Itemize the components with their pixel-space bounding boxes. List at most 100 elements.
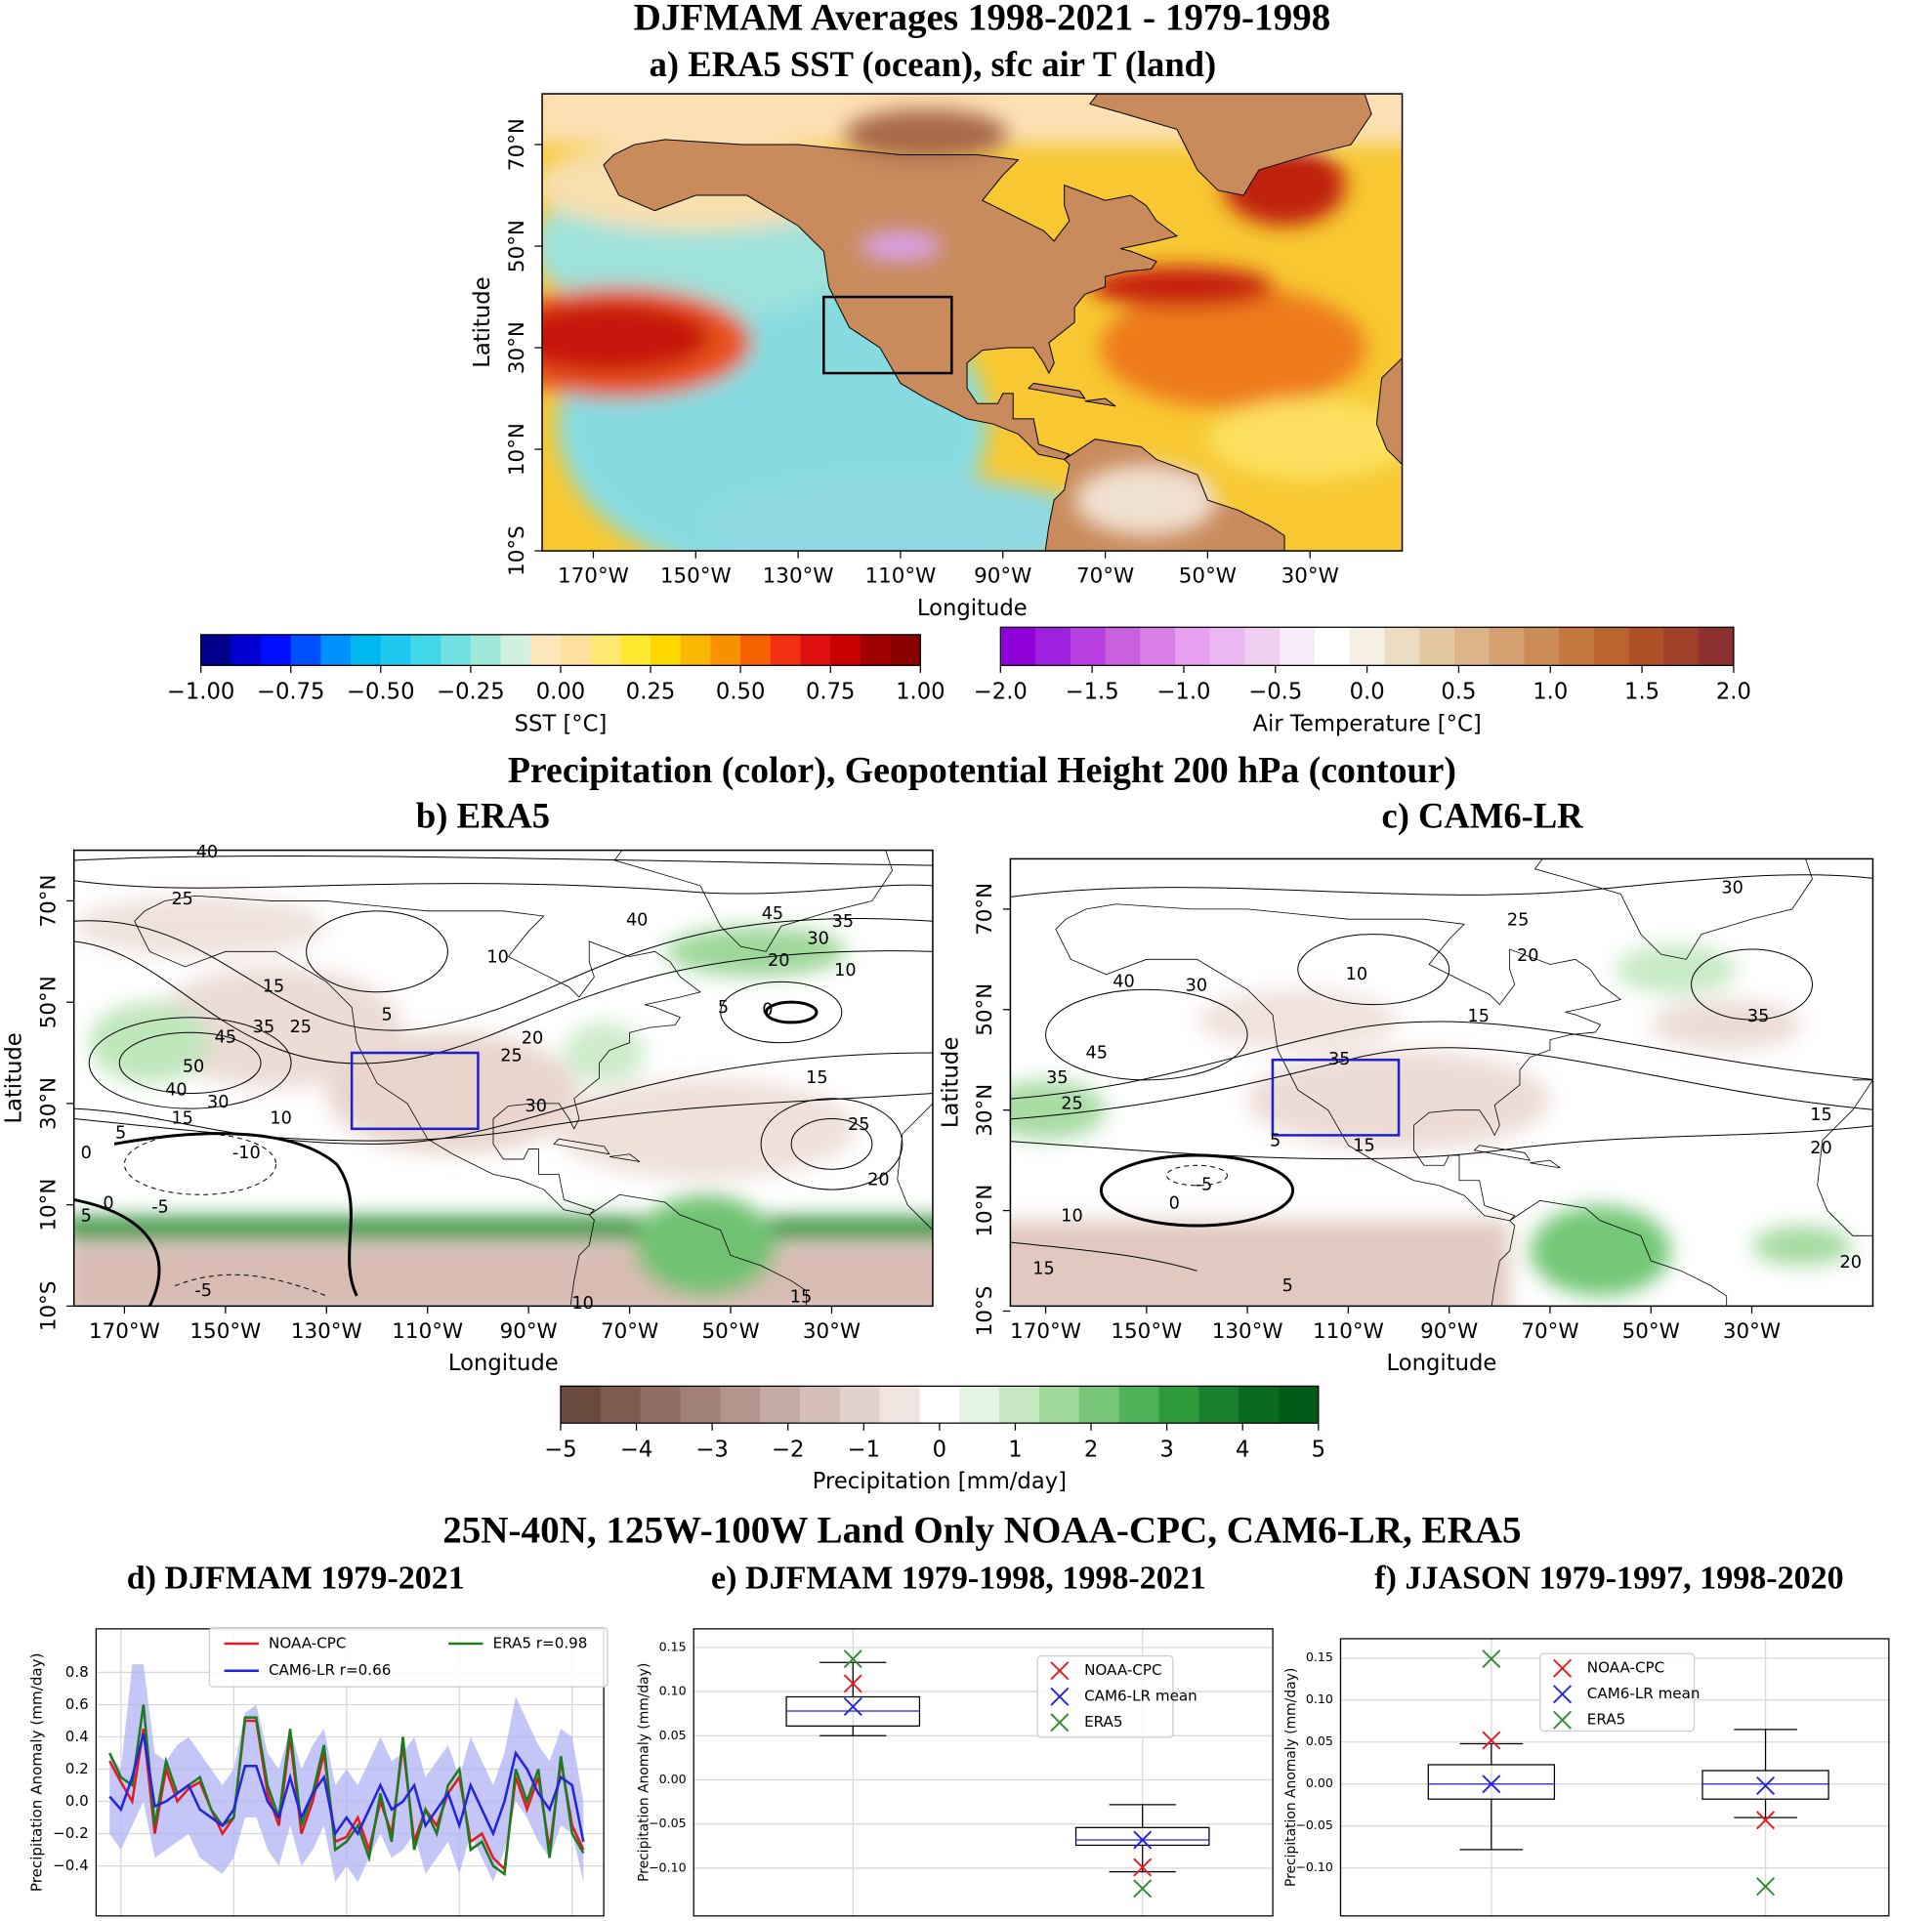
- contour-label: 5: [381, 1006, 392, 1025]
- marker: [1482, 1775, 1501, 1794]
- colorbar-segment: [1349, 627, 1386, 666]
- y-tick-label: 0.15: [659, 1639, 687, 1653]
- y-axis-label: Precipitation Anomaly (mm/day): [1283, 1668, 1299, 1887]
- colorbar-segment: [530, 634, 562, 666]
- colorbar-segment: [959, 1386, 1000, 1424]
- legend-label: CAM6-LR mean: [1587, 1685, 1701, 1702]
- colorbar-segment: [839, 1386, 881, 1424]
- contour-label: 10: [1061, 1206, 1082, 1226]
- contour-label: 5: [115, 1124, 126, 1144]
- x-tick-label: 170°W: [558, 564, 629, 589]
- legend-label: ERA5: [1084, 1713, 1122, 1731]
- colorbar-segment: [1280, 627, 1316, 666]
- colorbar-segment: [380, 634, 412, 666]
- y-tick-label: 50°N: [36, 976, 61, 1028]
- contour-label: 10: [486, 947, 508, 967]
- colorbar-tick-label: 3: [1159, 1437, 1173, 1462]
- colorbar-segment: [441, 634, 472, 666]
- x-tick-label: 130°W: [763, 564, 834, 589]
- colorbar-tick-label: −4: [620, 1437, 652, 1462]
- contour-label: 25: [171, 890, 192, 909]
- contour-label: 5: [1270, 1131, 1281, 1150]
- map-b-field: [73, 850, 933, 1307]
- y-tick-label: 10°N: [36, 1179, 61, 1232]
- colorbar-segment: [410, 634, 441, 666]
- legend-swatch: [1553, 1685, 1573, 1704]
- colorbar-segment: [740, 634, 772, 666]
- colorbar-tick-label: −5: [544, 1437, 576, 1462]
- colorbar-tick-label: 1.5: [1624, 680, 1659, 705]
- plot-frame: [693, 1628, 1274, 1917]
- x-axis-label: Longitude: [448, 1351, 559, 1376]
- legend-label: NOAA-CPC: [1587, 1659, 1664, 1677]
- colorbar-segment: [1593, 627, 1630, 666]
- colorbar-tick-label: 5: [1312, 1437, 1325, 1462]
- contour-label: 25: [290, 1018, 312, 1037]
- colorbar-segment: [1118, 1386, 1160, 1424]
- colorbar-tick-label: 0.25: [626, 680, 676, 705]
- contour-label: 20: [1840, 1253, 1862, 1273]
- x-tick-label: 30°W: [803, 1319, 861, 1344]
- map-c-geo: [1010, 858, 1873, 1307]
- contour-label: 20: [768, 951, 789, 971]
- contour-label: 10: [571, 1294, 593, 1314]
- contour-label: 15: [1032, 1260, 1054, 1279]
- y-tick-label: 0.0: [65, 1792, 89, 1810]
- colorbar-segment: [600, 1386, 642, 1424]
- panel-title: d) DJFMAM 1979-2021: [127, 1560, 465, 1596]
- colorbar-segment: [1175, 627, 1211, 666]
- colorbar-segment: [1314, 627, 1351, 666]
- colorbar-segment: [1198, 1386, 1239, 1424]
- colorbar-tick-label: −1.0: [1156, 680, 1210, 705]
- colorbar-segment: [1559, 627, 1595, 666]
- x-tick-label: 90°W: [974, 564, 1031, 589]
- legend-label: NOAA-CPC: [1084, 1661, 1161, 1679]
- contour-label: 45: [762, 904, 783, 924]
- contour-label: 40: [1113, 973, 1134, 992]
- contour-label: 35: [1328, 1050, 1350, 1069]
- colorbar-segment: [919, 1386, 960, 1424]
- colorbar-segment: [261, 634, 292, 666]
- marker: [1482, 1731, 1501, 1750]
- colorbar-tick-label: −0.50: [347, 680, 415, 705]
- contour-label: 50: [183, 1058, 204, 1077]
- box: [1074, 1826, 1210, 1847]
- x-tick-label: 170°W: [89, 1319, 160, 1344]
- section-title: 25N-40N, 125W-100W Land Only NOAA-CPC, C…: [442, 1510, 1521, 1552]
- legend-box: [1036, 1654, 1174, 1738]
- x-tick-label: 150°W: [660, 564, 732, 589]
- marker: [1133, 1879, 1153, 1899]
- y-tick-label: 30°N: [36, 1077, 61, 1130]
- marker: [843, 1696, 862, 1716]
- contour-label: 30: [207, 1093, 229, 1112]
- legend-label: ERA5 r=0.98: [493, 1634, 588, 1651]
- marker: [843, 1674, 862, 1693]
- x-tick-label: 50°W: [1179, 564, 1237, 589]
- marker: [843, 1650, 862, 1669]
- x-tick-label: 70°W: [601, 1319, 658, 1344]
- colorbar-segment: [1419, 627, 1455, 666]
- colorbar-label: Air Temperature [°C]: [1253, 711, 1482, 736]
- contour-label: 15: [263, 978, 284, 997]
- colorbar-segment: [560, 634, 592, 666]
- marker: [1482, 1650, 1501, 1669]
- y-tick-label: 10°N: [973, 1185, 997, 1237]
- legend-swatch: [1050, 1713, 1070, 1733]
- y-tick-label: 0.10: [1306, 1691, 1333, 1706]
- contour-label: -5: [1196, 1176, 1213, 1195]
- region-box: [822, 295, 953, 375]
- contour-label: 15: [1810, 1106, 1831, 1125]
- contour-label: 35: [1046, 1068, 1068, 1088]
- contour-label: 35: [253, 1018, 274, 1037]
- contour-label: 15: [790, 1288, 812, 1308]
- contour-label: 20: [522, 1029, 543, 1049]
- colorbar-segment: [1628, 627, 1665, 666]
- x-tick-label: 70°W: [1521, 1319, 1578, 1344]
- box: [1701, 1770, 1829, 1800]
- y-axis-label: Precipitation Anomaly (mm/day): [27, 1652, 45, 1892]
- contour-label: 40: [196, 843, 218, 862]
- legend-swatch: [1553, 1658, 1573, 1678]
- colorbar-segment: [1035, 627, 1071, 666]
- contour-label: 0: [762, 1001, 773, 1021]
- legend-swatch: [1050, 1687, 1070, 1706]
